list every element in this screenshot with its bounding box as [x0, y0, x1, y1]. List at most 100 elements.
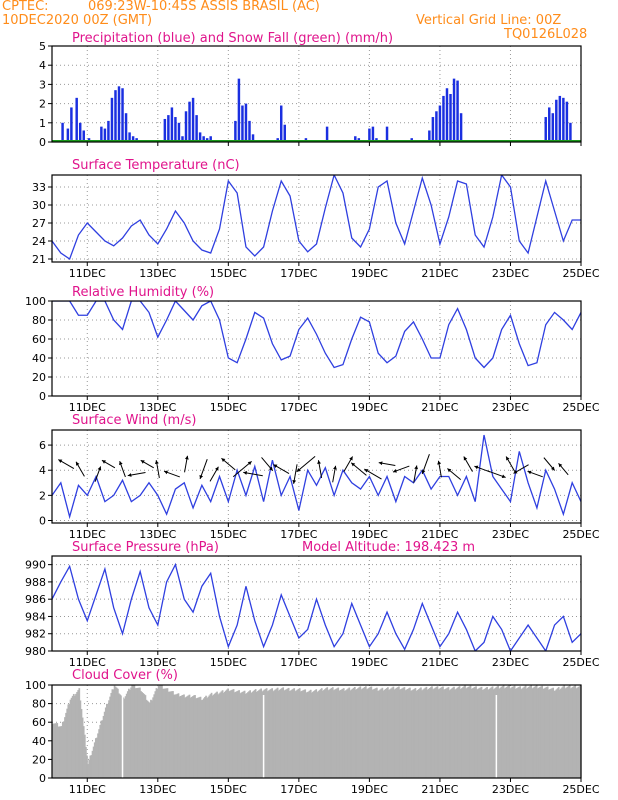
precip-bar [237, 78, 241, 142]
series-line [52, 434, 581, 520]
cloud-bar [506, 686, 508, 778]
cloud-bar [381, 687, 384, 778]
cloud-bar [275, 688, 278, 778]
cloud-bar [426, 689, 429, 778]
cloud-bar [380, 688, 383, 778]
cloud-bar [490, 687, 493, 778]
cloud-bar [388, 690, 390, 778]
cloud-bar [276, 687, 279, 778]
cloud-bar [525, 688, 528, 778]
cloud-bar [469, 685, 472, 778]
cloud-bar [103, 711, 106, 778]
cloud-bar [392, 686, 395, 778]
wind-arrow-head [268, 466, 273, 471]
series-line [52, 562, 581, 651]
cloud-bar [444, 688, 447, 778]
cloud-bar [350, 689, 353, 778]
cloud-bar [177, 693, 180, 778]
precip-bar [78, 122, 82, 142]
source-label: CPTEC: [2, 0, 49, 14]
cloud-bar [65, 712, 67, 778]
precip-bar [163, 118, 167, 142]
cloud-bar [475, 686, 477, 778]
x-tick-label: 11DEC [69, 656, 106, 669]
cloud-bar [524, 685, 527, 778]
precip-bar [188, 101, 191, 142]
wind-arrow [273, 464, 290, 474]
cloud-bar [193, 695, 195, 778]
wind-arrow-head [463, 456, 468, 461]
cloud-bar [377, 690, 379, 778]
cloud-bar [543, 688, 546, 778]
cloud-bar [313, 690, 315, 778]
cloud-bar [477, 688, 480, 778]
cloud-bar [122, 697, 125, 778]
cloud-bar [82, 726, 85, 778]
cloud-bar [577, 686, 580, 778]
cloud-bar [172, 691, 174, 778]
cloud-bar [252, 691, 255, 778]
cloud-bar [529, 686, 531, 778]
cloud-bar [99, 724, 102, 778]
precip-bar [184, 111, 188, 142]
wind-arrow [94, 466, 102, 482]
x-tick-label: 13DEC [139, 267, 176, 280]
cloud-bar [306, 692, 309, 778]
cloud-bar [512, 686, 515, 778]
cloud-bar [162, 688, 164, 778]
cloud-bar [499, 687, 502, 778]
cloud-bar [60, 726, 63, 778]
cloud-bar [54, 723, 56, 778]
cloud-bar [371, 689, 374, 778]
y-tick-label: 100 [25, 679, 46, 692]
cloud-bar [273, 690, 276, 778]
cloud-bar [115, 687, 118, 778]
cloud-bar [298, 688, 301, 778]
cloud-bar [124, 696, 127, 778]
wind-arrow [437, 460, 442, 478]
cloud-bar [253, 690, 256, 778]
cloud-bar [555, 689, 558, 778]
wind-arrow-head [317, 460, 321, 464]
cloud-bar [438, 688, 441, 778]
cloud-bar [427, 688, 430, 778]
cloud-bar [219, 692, 222, 778]
wind-arrow [119, 460, 126, 478]
y-tick-label: 20 [32, 753, 46, 766]
cloud-bar [329, 688, 332, 778]
series-line [52, 301, 581, 369]
wind-arrow-head [437, 460, 441, 465]
cloud-bar [123, 698, 126, 778]
cloud-bar [130, 687, 132, 778]
cloud-bar [135, 688, 138, 778]
cloud-bar [538, 687, 540, 778]
x-tick-label: 17DEC [280, 401, 317, 414]
cloud-bar [120, 695, 123, 778]
cloud-bar [210, 692, 213, 778]
cloud-bar [272, 691, 275, 778]
panel-frame [51, 174, 582, 263]
cloud-bar [485, 687, 487, 778]
grid-note-label: Vertical Grid Line: 00Z [416, 13, 562, 28]
panel-2: 21 24 27 30 33 11DEC 13DEC 15DEC 17DEC 19DEC 21DEC… [32, 158, 600, 280]
cloud-bar [263, 689, 266, 778]
cloud-bar [337, 687, 340, 778]
wind-arrow [413, 465, 419, 483]
cloud-bar [234, 691, 237, 778]
precip-bar [251, 134, 255, 142]
cloud-bar [546, 686, 549, 778]
x-tick-label: 21DEC [421, 783, 458, 796]
cloud-bar [324, 688, 326, 778]
wind-arrow [209, 466, 219, 482]
wind-arrow-head [349, 456, 353, 461]
cloud-bar [78, 688, 81, 778]
wind-arrow-shaft [296, 455, 316, 473]
precip-bar [61, 122, 64, 142]
cloud-bar [209, 694, 212, 778]
cloud-bar [420, 687, 422, 778]
cloud-bar [545, 687, 548, 778]
x-tick-label: 23DEC [492, 401, 529, 414]
cloud-bar [169, 691, 172, 778]
cloud-bar [457, 687, 460, 778]
